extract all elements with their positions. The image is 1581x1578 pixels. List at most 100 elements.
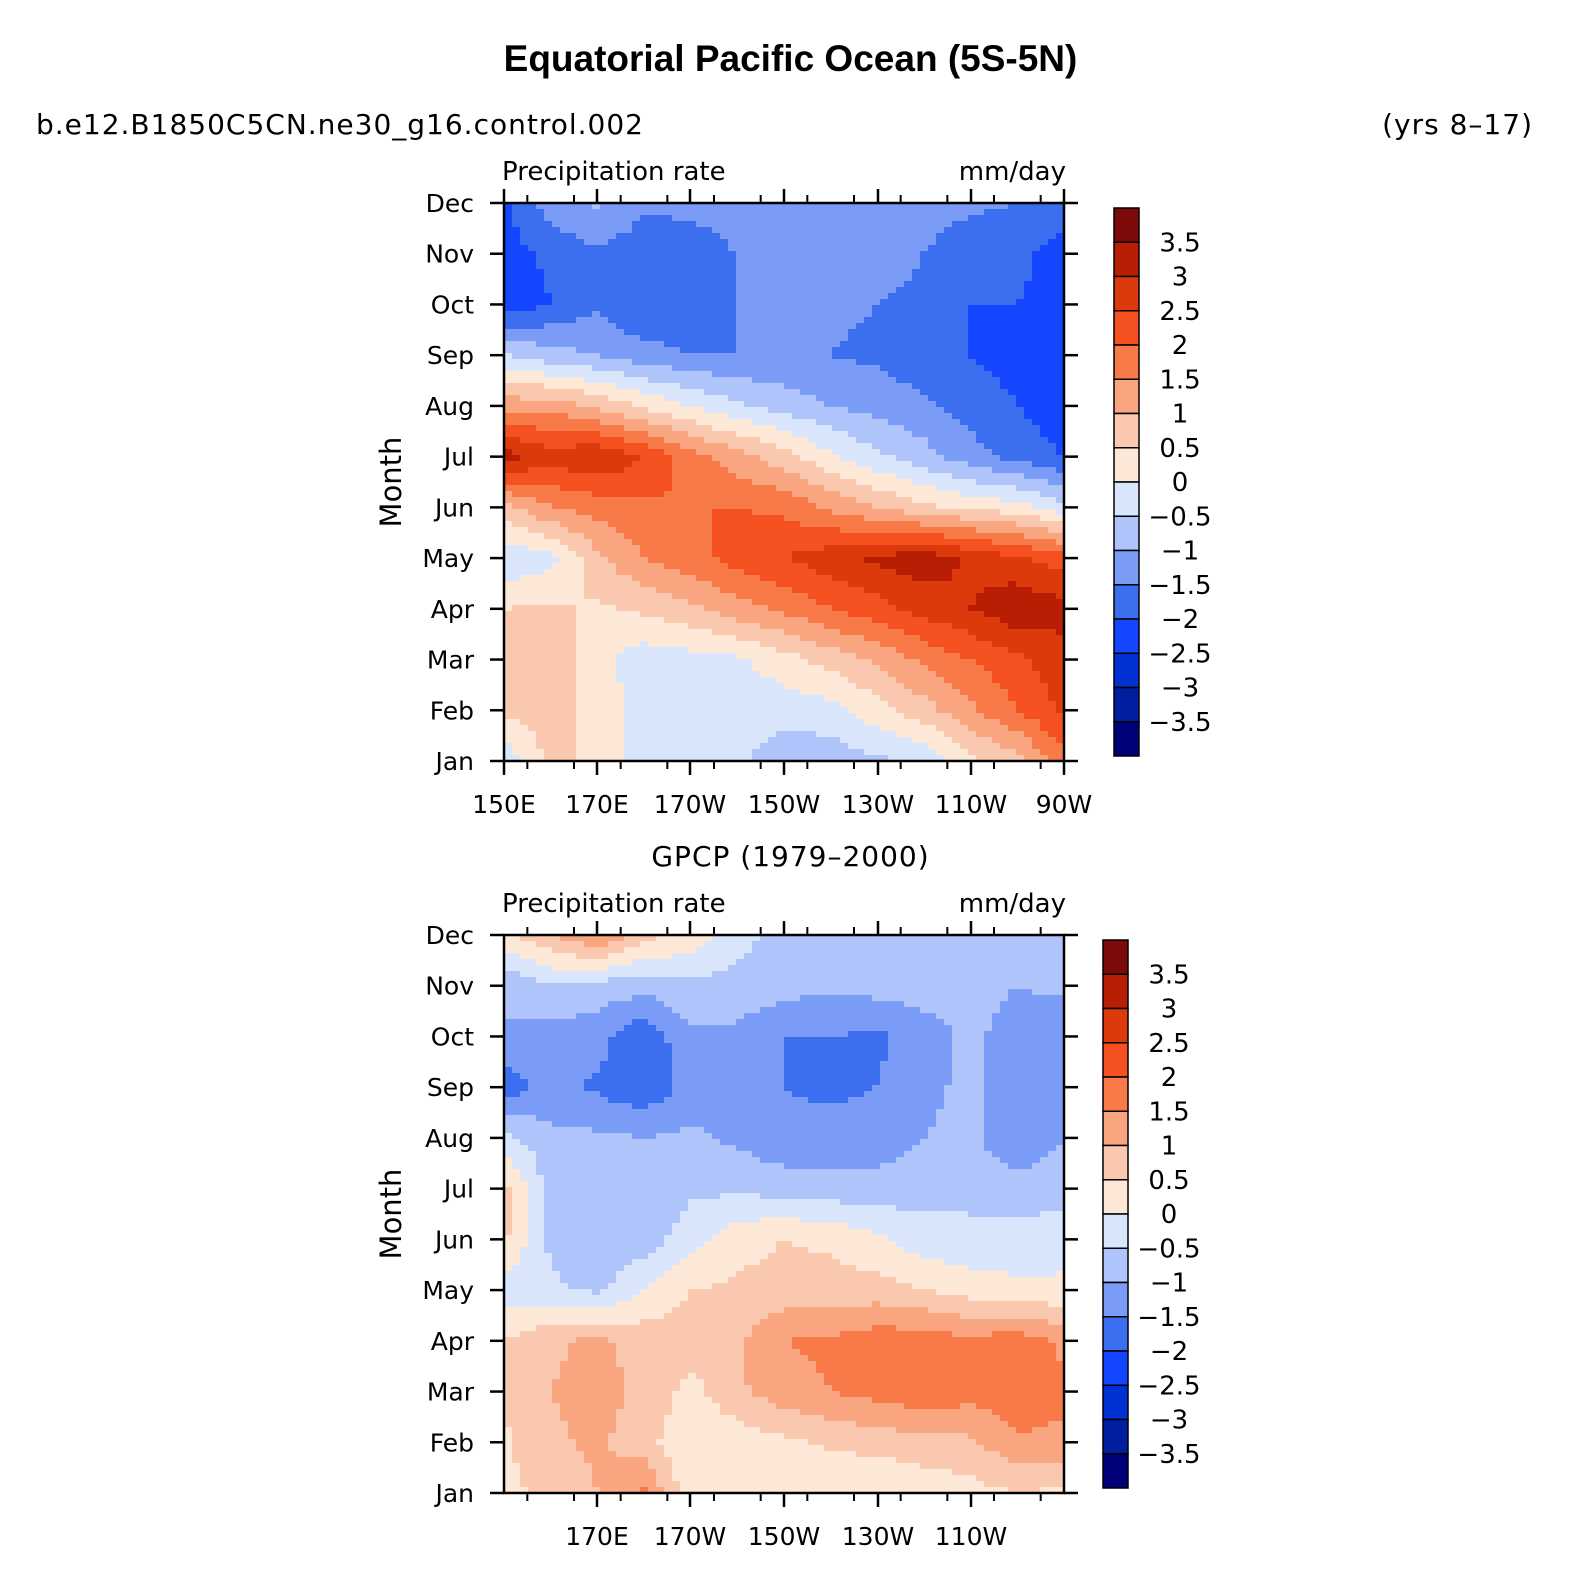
model-heatmap-cell (688, 251, 697, 258)
model-heatmap-cell (736, 443, 745, 450)
model-heatmap-cell (776, 449, 785, 456)
model-heatmap-cell (656, 353, 665, 360)
model-heatmap-cell (720, 563, 729, 570)
model-heatmap-cell (920, 581, 929, 588)
model-panel: JanFebMarAprMayJunJulAugSepOctNovDecMont… (374, 157, 1212, 819)
model-heatmap-cell (1048, 353, 1057, 360)
model-heatmap-cell (968, 575, 977, 582)
model-heatmap-cell (744, 449, 753, 456)
model-heatmap-cell (528, 581, 537, 588)
model-heatmap-cell (808, 551, 817, 558)
model-heatmap-cell (824, 449, 833, 456)
model-heatmap-cell (504, 263, 513, 270)
model-heatmap-cell (896, 347, 905, 354)
model-heatmap-cell (896, 365, 905, 372)
model-heatmap-cell (528, 485, 537, 492)
model-heatmap-cell (888, 419, 897, 426)
model-heatmap-cell (912, 269, 921, 276)
model-heatmap-cell (536, 317, 545, 324)
model-heatmap-cell (640, 377, 649, 384)
model-heatmap-cell (704, 293, 713, 300)
model-heatmap-cell (632, 539, 641, 546)
model-heatmap-cell (600, 203, 609, 210)
model-heatmap-cell (832, 383, 841, 390)
model-heatmap-cell (736, 251, 745, 258)
model-heatmap-cell (1056, 257, 1065, 264)
model-heatmap-cell (1032, 575, 1041, 582)
model-heatmap-cell (648, 605, 657, 612)
model-heatmap-cell (1032, 503, 1041, 510)
model-heatmap-cell (768, 491, 777, 498)
model-heatmap-cell (816, 515, 825, 522)
model-heatmap-cell (720, 323, 729, 330)
model-heatmap-cell (680, 413, 689, 420)
model-heatmap-cell (688, 521, 697, 528)
model-heatmap-cell (840, 431, 849, 438)
model-heatmap-cell (616, 509, 625, 516)
model-heatmap-cell (816, 587, 825, 594)
model-heatmap-cell (552, 221, 561, 228)
model-heatmap-cell (568, 239, 577, 246)
model-heatmap-cell (536, 425, 545, 432)
model-heatmap-cell (976, 503, 985, 510)
model-heatmap-cell (560, 545, 569, 552)
model-heatmap-cell (832, 551, 841, 558)
model-heatmap-cell (872, 317, 881, 324)
model-heatmap-cell (552, 299, 561, 306)
model-heatmap-cell (520, 389, 529, 396)
model-heatmap-cell (848, 263, 857, 270)
model-heatmap-cell (696, 413, 705, 420)
model-heatmap-cell (1024, 437, 1033, 444)
model-heatmap-cell (864, 533, 873, 540)
model-heatmap-cell (1032, 425, 1041, 432)
model-heatmap-cell (744, 371, 753, 378)
model-heatmap-cell (1024, 299, 1033, 306)
model-heatmap-cell (720, 617, 729, 624)
model-heatmap-cell (632, 341, 641, 348)
model-heatmap-cell (960, 317, 969, 324)
model-heatmap-cell (928, 383, 937, 390)
model-heatmap-cell (736, 425, 745, 432)
model-heatmap-cell (944, 545, 953, 552)
model-heatmap-cell (1000, 545, 1009, 552)
model-heatmap-cell (624, 329, 633, 336)
model-heatmap-cell (832, 353, 841, 360)
model-heatmap-cell (848, 335, 857, 342)
model-heatmap-cell (760, 515, 769, 522)
model-heatmap-cell (520, 527, 529, 534)
model-heatmap-cell (1000, 467, 1009, 474)
model-heatmap-cell (848, 269, 857, 276)
model-heatmap-cell (912, 533, 921, 540)
model-heatmap-cell (1032, 359, 1041, 366)
model-heatmap-cell (632, 545, 641, 552)
model-heatmap-cell (536, 485, 545, 492)
model-heatmap-cell (856, 509, 865, 516)
model-heatmap-cell (536, 431, 545, 438)
model-heatmap-cell (856, 491, 865, 498)
model-heatmap-cell (616, 245, 625, 252)
model-heatmap-cell (592, 419, 601, 426)
model-heatmap-cell (896, 251, 905, 258)
model-heatmap-cell (896, 539, 905, 546)
model-heatmap-cell (904, 419, 913, 426)
model-heatmap-cell (936, 377, 945, 384)
model-heatmap-cell (632, 215, 641, 222)
model-heatmap-cell (536, 581, 545, 588)
model-heatmap-cell (1016, 557, 1025, 564)
model-heatmap-cell (896, 281, 905, 288)
model-heatmap-cell (1032, 293, 1041, 300)
model-heatmap-cell (904, 449, 913, 456)
model-heatmap-cell (552, 239, 561, 246)
model-heatmap-cell (800, 521, 809, 528)
model-heatmap-cell (944, 623, 953, 630)
model-heatmap-cell (936, 509, 945, 516)
model-heatmap-cell (528, 407, 537, 414)
model-heatmap-cell (528, 599, 537, 606)
model-heatmap-cell (952, 413, 961, 420)
model-heatmap-cell (544, 365, 553, 372)
model-heatmap-cell (872, 395, 881, 402)
model-heatmap-cell (912, 425, 921, 432)
model-heatmap-cell (576, 311, 585, 318)
model-heatmap-cell (808, 593, 817, 600)
model-heatmap-cell (832, 575, 841, 582)
